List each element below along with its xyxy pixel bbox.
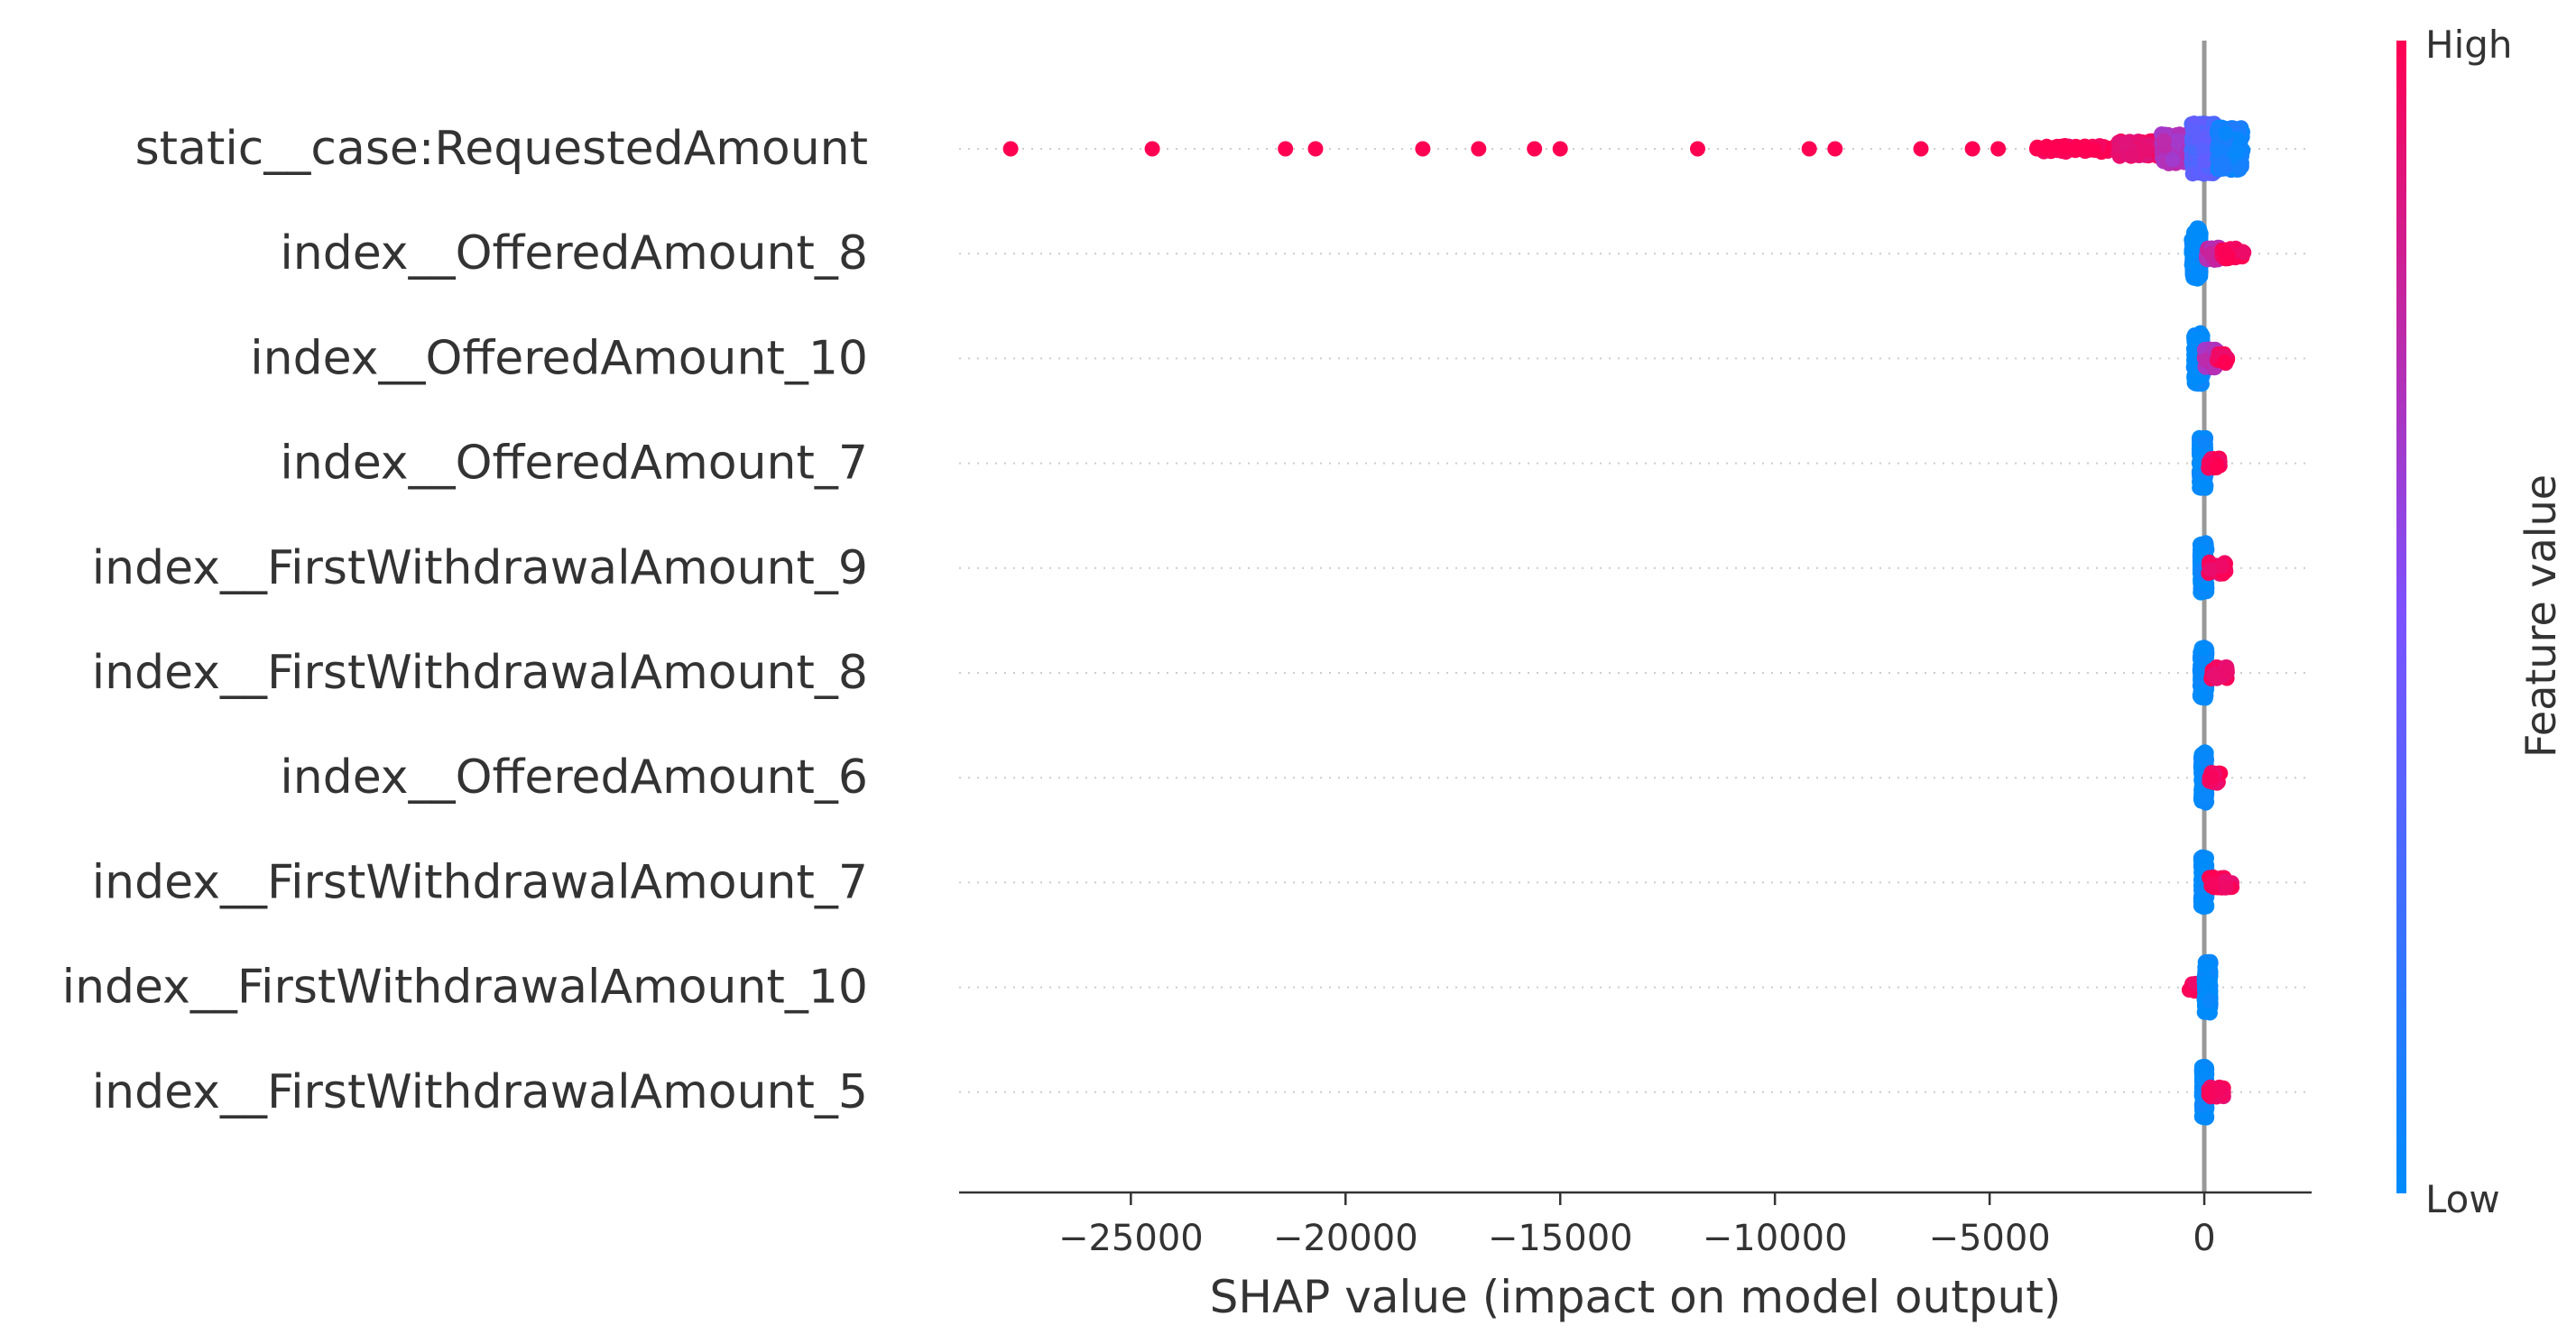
- x-tick-label: −10000: [1703, 1218, 1848, 1259]
- feature-label: index__OfferedAmount_6: [280, 750, 868, 805]
- colorbar-low-label: Low: [2425, 1177, 2500, 1221]
- shap-point: [2191, 225, 2207, 241]
- x-axis-label: SHAP value (impact on model output): [1210, 1271, 2062, 1323]
- shap-point: [1827, 141, 1843, 157]
- x-tick-label: −15000: [1488, 1218, 1633, 1259]
- shap-point: [1552, 141, 1568, 157]
- x-axis-ticks: −25000 −20000 −15000 −10000 −5000 0: [1058, 1192, 2216, 1259]
- shap-point: [2215, 155, 2231, 171]
- shap-point: [1002, 141, 1019, 157]
- feature-label: index__FirstWithdrawalAmount_7: [92, 855, 868, 909]
- shap-point: [2192, 687, 2208, 704]
- shap-point: [2067, 141, 2083, 157]
- shap-point: [1913, 141, 1929, 157]
- shap-point: [1144, 141, 1160, 157]
- feature-label: index__FirstWithdrawalAmount_10: [62, 961, 868, 1015]
- shap-point: [2193, 746, 2210, 762]
- shap-point: [2231, 161, 2248, 178]
- x-tick-label: −5000: [1928, 1218, 2050, 1259]
- shap-point: [2202, 992, 2218, 1008]
- shap-point: [2118, 135, 2134, 152]
- shap-point: [2217, 244, 2233, 261]
- shap-point: [2193, 543, 2209, 559]
- colorbar: [2396, 41, 2406, 1193]
- feature-label: index__OfferedAmount_10: [250, 331, 868, 385]
- colorbar-high-label: High: [2425, 23, 2513, 67]
- shap-point: [2199, 973, 2215, 990]
- shap-point: [2218, 663, 2234, 678]
- feature-label: index__OfferedAmount_8: [280, 226, 868, 281]
- shap-point: [2194, 330, 2210, 346]
- x-tick-label: −25000: [1058, 1218, 1204, 1259]
- row-gridlines: [959, 148, 2312, 1093]
- feature-labels: static__case:RequestedAmount index__Offer…: [62, 122, 868, 1119]
- shap-point: [1307, 141, 1324, 157]
- shap-point: [2196, 434, 2212, 450]
- shap-point: [2236, 244, 2252, 261]
- shap-point: [1527, 141, 1543, 157]
- shap-point: [2217, 354, 2233, 370]
- feature-label: static__case:RequestedAmount: [135, 122, 868, 176]
- shap-point: [2165, 152, 2181, 168]
- shap-point: [2028, 141, 2045, 157]
- shap-point: [2193, 640, 2210, 656]
- x-tick-label: −20000: [1273, 1218, 1418, 1259]
- shap-point: [2189, 269, 2204, 285]
- shap-point: [2211, 1082, 2228, 1098]
- shap-point: [2230, 131, 2246, 147]
- shap-point: [2126, 147, 2141, 163]
- shap-point: [1964, 141, 1980, 157]
- shap-point: [2156, 133, 2172, 149]
- shap-point: [2184, 121, 2201, 137]
- shap-point: [1690, 141, 1705, 157]
- shap-point: [2054, 141, 2071, 157]
- shap-point: [2230, 143, 2246, 160]
- feature-label: index__OfferedAmount_7: [280, 437, 868, 491]
- feature-label: index__FirstWithdrawalAmount_8: [92, 646, 868, 700]
- shap-point: [1278, 141, 1294, 157]
- shap-point: [1990, 141, 2007, 157]
- shap-point: [2218, 879, 2234, 896]
- shap-point: [2211, 143, 2228, 160]
- shap-point: [2193, 1062, 2210, 1078]
- shap-point: [2202, 561, 2219, 577]
- shap-point: [2204, 875, 2221, 891]
- shap-point: [2184, 244, 2200, 261]
- shap-point: [2197, 958, 2213, 974]
- shap-point: [2195, 889, 2211, 906]
- shap-points: [1002, 115, 2252, 1126]
- shap-point: [1415, 141, 1431, 157]
- shap-point: [1801, 141, 1817, 157]
- x-tick-label: 0: [2193, 1218, 2215, 1259]
- shap-point: [2203, 768, 2220, 784]
- shap-point: [1471, 141, 1487, 157]
- shap-point: [2218, 125, 2234, 142]
- feature-label: index__FirstWithdrawalAmount_9: [92, 541, 868, 595]
- colorbar-title: Feature value: [2516, 474, 2565, 758]
- shap-point: [2209, 459, 2225, 475]
- shap-point: [2042, 141, 2058, 157]
- feature-label: index__FirstWithdrawalAmount_5: [92, 1065, 868, 1119]
- shap-point: [2196, 152, 2212, 169]
- shap-point: [2137, 143, 2154, 159]
